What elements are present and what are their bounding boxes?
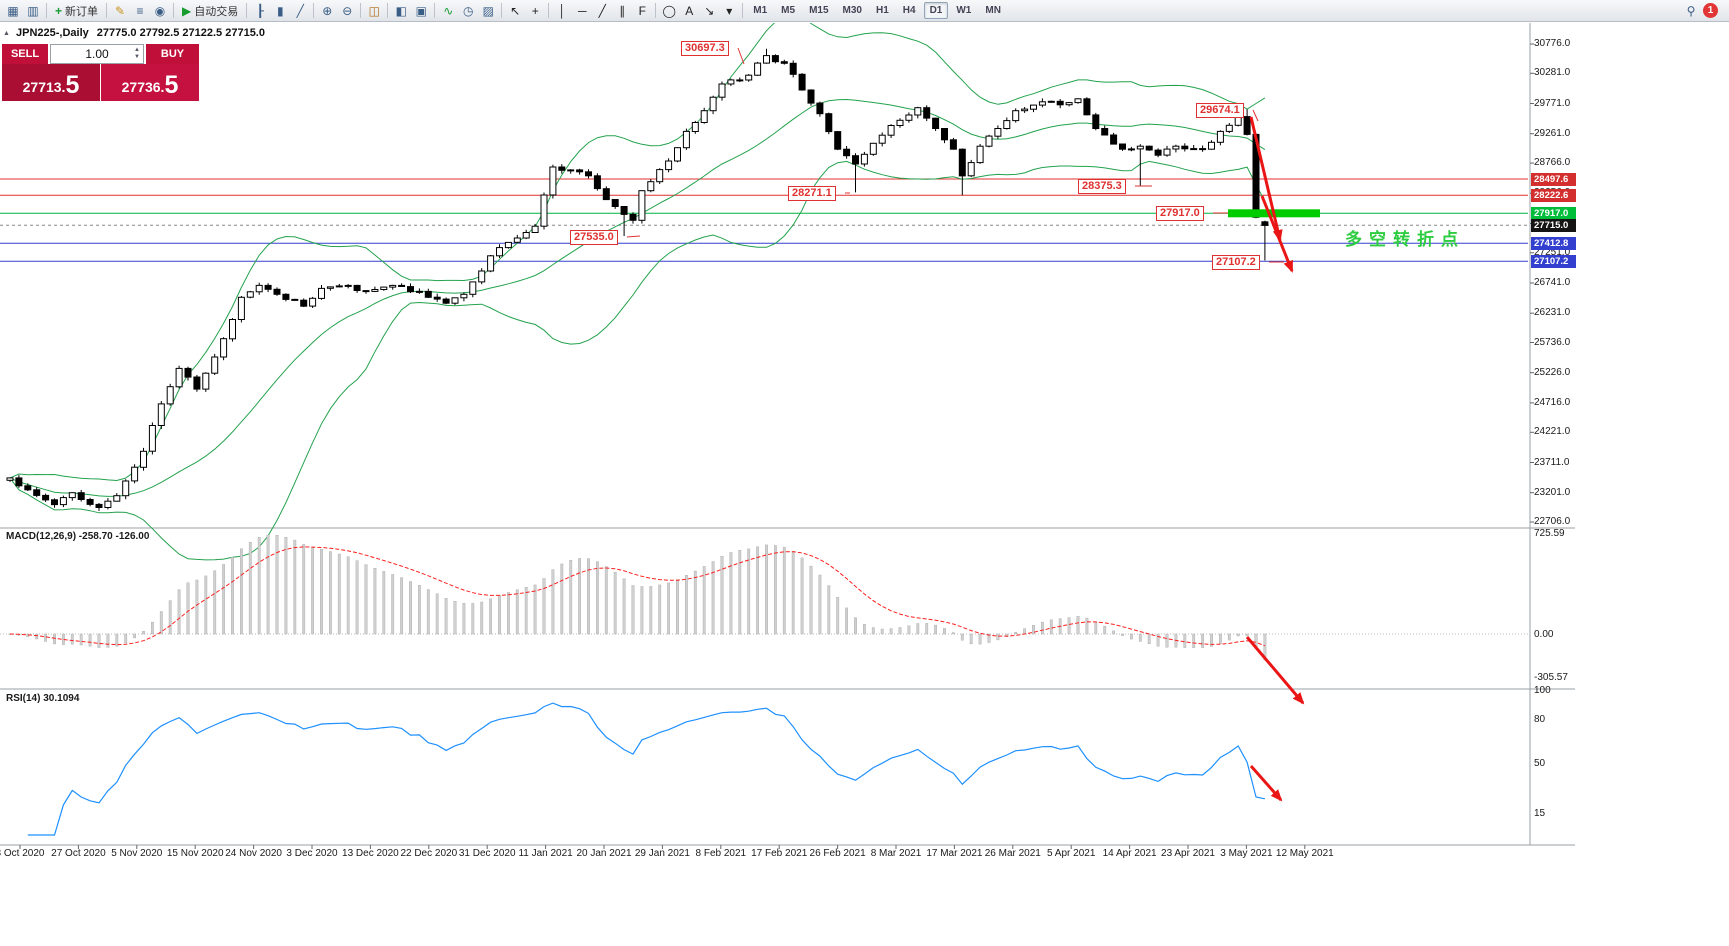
- autotrading-button[interactable]: ▶ 自动交易: [177, 2, 243, 20]
- toolbar-separator: [742, 3, 744, 18]
- annotations: [626, 47, 1320, 802]
- text-icon[interactable]: A: [685, 3, 694, 18]
- macd-label: MACD(12,26,9) -258.70 -126.00: [6, 531, 150, 542]
- symbol-ohlc: 27775.0 27792.5 27122.5 27715.0: [96, 27, 265, 39]
- buy-price-big-digit: 5: [164, 71, 179, 99]
- toolbar: ▦ ▥ + 新订单 ✎ ≡ ◉ ▶ 自动交易 ┠ ▮ ╱ ⊕ ⊖ ◫ ◧ ▣ ∿ ◷ ▨ ↖ + │ ─ ╱ ∥ F ◯ A ↘ ▾ M1 M5…: [0, 0, 1729, 22]
- sell-price[interactable]: 27713. 5: [2, 64, 100, 101]
- timeframe-button-w1[interactable]: W1: [956, 5, 972, 16]
- toolbar-separator: [313, 3, 315, 18]
- buy-price-main: 27736.: [121, 79, 165, 95]
- autotrading-button-label: 自动交易: [194, 5, 239, 18]
- toolbar-separator: [46, 3, 47, 18]
- channel-icon[interactable]: ∥: [619, 3, 626, 18]
- volume-input[interactable]: 1.00 ▲ ▼: [50, 44, 144, 64]
- zoom-out-icon[interactable]: ⊖: [342, 3, 353, 18]
- periods-icon[interactable]: ◷: [463, 3, 474, 18]
- plus-icon: +: [55, 3, 63, 18]
- price-label-object[interactable]: 28375.3: [1078, 179, 1126, 194]
- bar-chart-type-icon[interactable]: ┠: [256, 3, 264, 18]
- price-label-object[interactable]: 28271.1: [788, 186, 836, 201]
- volume-value: 1.00: [85, 47, 109, 61]
- search-icon[interactable]: ⚲: [1686, 3, 1696, 18]
- price-label-object[interactable]: 27917.0: [1156, 206, 1204, 221]
- trend-arrow[interactable]: [1245, 636, 1305, 705]
- candlestick-type-icon[interactable]: ▮: [276, 3, 284, 18]
- timeframe-button-h4[interactable]: H4: [902, 5, 916, 16]
- cursor-icon[interactable]: ↖: [510, 3, 521, 18]
- arrange-windows-icon[interactable]: ▣: [415, 3, 427, 18]
- trendline-icon[interactable]: ╱: [598, 3, 606, 18]
- toolbar-separator: [501, 3, 503, 18]
- chart-canvas[interactable]: [0, 23, 1729, 946]
- new-order-button[interactable]: + 新订单: [50, 2, 103, 20]
- volume-up-icon[interactable]: ▲: [134, 47, 140, 53]
- toolbar-separator: [106, 3, 108, 18]
- sell-button[interactable]: SELL: [2, 44, 48, 64]
- tile-windows-icon[interactable]: ◫: [368, 3, 380, 18]
- one-click-toggle-icon[interactable]: ▲: [3, 30, 10, 37]
- navigator-icon[interactable]: ◉: [154, 3, 166, 18]
- play-icon: ▶: [182, 3, 192, 18]
- new-order-button-label: 新订单: [65, 5, 99, 18]
- symbol-name: JPN225-,Daily: [16, 27, 89, 39]
- timeframe-button-h1[interactable]: H1: [875, 5, 889, 16]
- arrow-objects-icon[interactable]: ↘: [704, 3, 715, 18]
- price-label-object[interactable]: 27535.0: [570, 230, 618, 245]
- fibonacci-icon[interactable]: F: [638, 3, 646, 18]
- vertical-line-icon[interactable]: │: [558, 3, 567, 18]
- shapes-icon[interactable]: ◯: [662, 3, 676, 18]
- toolbar-separator: [360, 3, 362, 18]
- market-watch-icon[interactable]: ≡: [136, 3, 144, 18]
- toolbar-separator: [655, 3, 657, 18]
- trend-arrow[interactable]: [1260, 195, 1294, 273]
- annotation-text: 多空转折点: [1345, 230, 1465, 249]
- level-lines: [0, 178, 1528, 262]
- tick-chart-icon[interactable]: ▥: [27, 3, 39, 18]
- timeframe-button-m15[interactable]: M15: [809, 5, 829, 16]
- line-chart-type-icon[interactable]: ╱: [296, 3, 304, 18]
- toolbar-separator: [434, 3, 436, 18]
- indicators-icon[interactable]: ∿: [443, 3, 454, 18]
- toolbar-separator: [246, 3, 248, 18]
- chart-area[interactable]: 30776.0 30281.0 29771.0 29261.0 28766.0 28256…: [0, 23, 1729, 946]
- horizontal-line-icon[interactable]: ─: [577, 3, 587, 18]
- timeframe-button-m30[interactable]: M30: [842, 5, 862, 16]
- timeframe-button-m1[interactable]: M1: [753, 5, 768, 16]
- candles: [6, 48, 1269, 511]
- sell-price-big-digit: 5: [65, 71, 80, 99]
- volume-down-icon[interactable]: ▼: [134, 54, 140, 60]
- timeframe-button-d1[interactable]: D1: [923, 2, 949, 19]
- rsi-series: [27, 702, 1266, 836]
- toolbar-separator: [387, 3, 389, 18]
- rsi-label: RSI(14) 30.1094: [6, 693, 80, 704]
- macd-series: [0, 534, 1528, 661]
- axes: [0, 23, 1575, 849]
- templates-icon[interactable]: ▨: [482, 3, 494, 18]
- zoom-in-icon[interactable]: ⊕: [322, 3, 333, 18]
- volume-spinner: ▲ ▼: [132, 45, 142, 63]
- trend-arrow[interactable]: [1249, 765, 1283, 802]
- crosshair-icon[interactable]: +: [531, 3, 539, 18]
- objects-dropdown-icon[interactable]: ▾: [726, 3, 733, 18]
- bollinger-bands: [9, 23, 1266, 561]
- one-click-trading-panel: SELL 1.00 ▲ ▼ BUY 27713. 5 27736. 5: [2, 44, 199, 101]
- timeframe-button-m5[interactable]: M5: [781, 5, 796, 16]
- buy-price[interactable]: 27736. 5: [101, 64, 199, 101]
- price-label-object[interactable]: 30697.3: [681, 41, 729, 56]
- toolbar-separator: [173, 3, 175, 18]
- cascade-windows-icon[interactable]: ◧: [395, 3, 407, 18]
- price-label-object[interactable]: 29674.1: [1196, 103, 1244, 118]
- metaeditor-icon[interactable]: ✎: [114, 3, 126, 18]
- buy-button[interactable]: BUY: [146, 44, 199, 64]
- toolbar-separator: [548, 3, 550, 18]
- sell-price-main: 27713.: [22, 79, 66, 95]
- notification-badge[interactable]: 1: [1703, 3, 1718, 18]
- price-label-object[interactable]: 27107.2: [1212, 255, 1260, 270]
- timeframe-button-mn[interactable]: MN: [985, 5, 1001, 16]
- charts-window-icon[interactable]: ▦: [7, 3, 19, 18]
- trend-arrow[interactable]: [1249, 116, 1283, 242]
- symbol-info: JPN225-,Daily 27775.0 27792.5 27122.5 27…: [16, 27, 265, 39]
